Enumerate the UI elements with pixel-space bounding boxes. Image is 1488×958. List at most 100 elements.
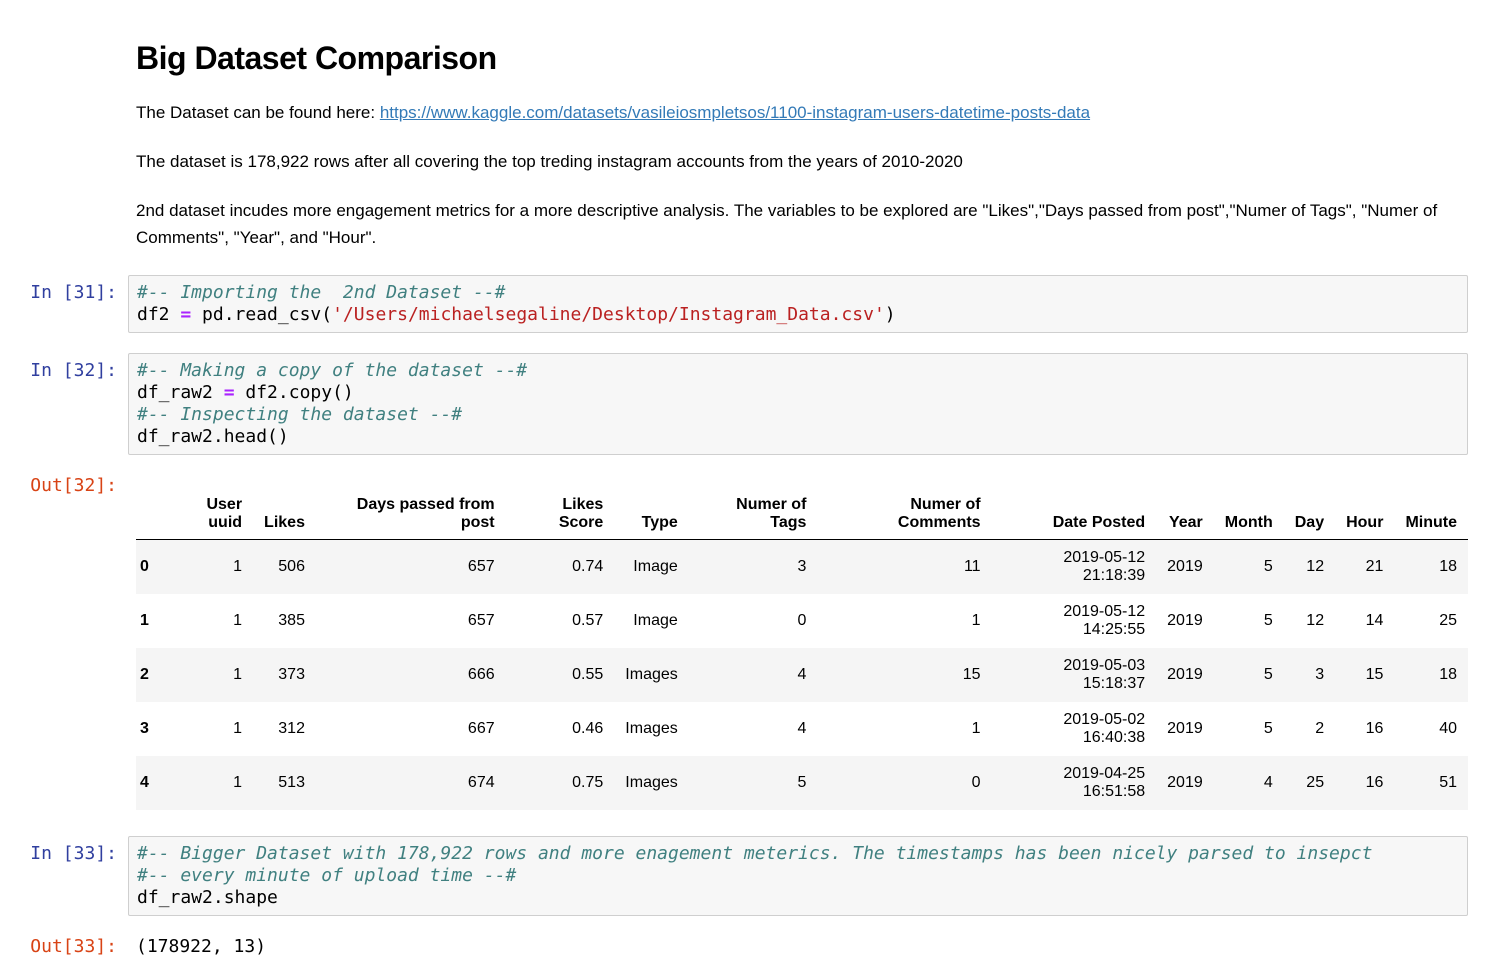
row-index-cell: 3 (140, 720, 149, 737)
table-column-header: Numer of Comments (817, 489, 992, 540)
code-token-plain: df2 (137, 304, 181, 325)
table-cell: 12 (1306, 612, 1325, 629)
table-cell: Image (633, 558, 678, 575)
in-prompt-33: In [33]: (30, 843, 117, 864)
table-cell: 21 (1365, 558, 1384, 575)
table-cell: 0 (971, 774, 981, 791)
in-prompt-31: In [31]: (30, 282, 117, 303)
code-line: df_raw2.head() (137, 426, 1459, 448)
table-cell: 2019-05-02 16:40:38 (1063, 711, 1146, 746)
code-cell-32: In [32]: #-- Making a copy of the datase… (0, 353, 1488, 455)
table-cell: 2019 (1167, 774, 1203, 791)
code-line: #-- Bigger Dataset with 178,922 rows and… (137, 843, 1459, 865)
table-cell: 667 (467, 720, 495, 737)
code-token-op: = (223, 382, 235, 403)
row-index-cell: 1 (140, 612, 149, 629)
table-cell: 2019 (1167, 666, 1203, 683)
table-cell: 4 (797, 666, 807, 683)
table-cell: 0.46 (572, 720, 604, 737)
code-token-comment: #-- Importing the 2nd Dataset --# (137, 282, 506, 303)
table-cell: 4 (1263, 774, 1273, 791)
table-cell: 2019-05-12 14:25:55 (1063, 603, 1146, 638)
out-prompt-32: Out[32]: (30, 475, 117, 496)
table-cell: Images (625, 774, 678, 791)
table-cell: 674 (467, 774, 495, 791)
code-input-31[interactable]: #-- Importing the 2nd Dataset --# df2 = p… (128, 275, 1468, 333)
table-cell: 25 (1439, 612, 1457, 629)
table-cell: 11 (963, 558, 981, 575)
code-token-comment: #-- every minute of upload time --# (137, 865, 517, 886)
table-cell: 3 (1315, 666, 1325, 683)
code-token-plain: df_raw2 (137, 382, 224, 403)
table-cell: 2019 (1167, 612, 1203, 629)
in-prompt-32: In [32]: (30, 360, 117, 381)
code-cell-33: In [33]: #-- Bigger Dataset with 178,922… (0, 836, 1488, 916)
table-cell: 1 (971, 720, 981, 737)
markdown-cell[interactable]: Big Dataset Comparison The Dataset can b… (0, 40, 1488, 251)
table-row: 3 1 312 667 0.46 Images 4 1 2019-05-02 16:40:38 2… (136, 702, 1468, 756)
code-line: #-- Making a copy of the dataset --# (137, 360, 1459, 382)
table-cell: 15 (1365, 666, 1384, 683)
code-line: #-- every minute of upload time --# (137, 865, 1459, 887)
code-token-plain: df2.copy() (234, 382, 354, 403)
table-row: 0 1 506 657 0.74 Image 3 11 2019-05-12 21:18:39 2… (136, 539, 1468, 594)
kaggle-dataset-link[interactable]: https://www.kaggle.com/datasets/vasileio… (379, 103, 1091, 122)
table-cell: 5 (1263, 558, 1273, 575)
row-index-cell: 2 (140, 666, 149, 683)
code-token-op: = (180, 304, 192, 325)
table-cell: 16 (1365, 774, 1384, 791)
table-cell: 5 (797, 774, 807, 791)
table-cell: 5 (1263, 612, 1273, 629)
table-cell: 1 (971, 612, 981, 629)
table-column-header: Month (1213, 489, 1284, 540)
out-prompt-33: Out[33]: (30, 936, 117, 957)
table-cell: 2 (1315, 720, 1325, 737)
code-token-plain: pd.read_csv( (191, 304, 333, 325)
table-column-header: Year (1156, 489, 1214, 540)
table-cell: 15 (962, 666, 981, 683)
table-column-header: Type (614, 489, 689, 540)
table-cell: 666 (467, 666, 495, 683)
table-cell: 385 (278, 612, 305, 629)
code-token-comment: #-- Inspecting the dataset --# (137, 404, 463, 425)
table-cell: Images (625, 666, 678, 683)
table-cell: 1 (233, 666, 243, 683)
table-cell: 25 (1306, 774, 1325, 791)
code-token-plain: df_raw2.shape (137, 887, 278, 908)
code-token-string: '/Users/michaelsegaline/Desktop/Instagra… (332, 304, 885, 325)
dataset-variables-description: 2nd dataset incudes more engagement metr… (136, 201, 1438, 247)
table-column-header: User uuid (159, 489, 254, 540)
table-cell: 2019-05-03 15:18:37 (1063, 657, 1146, 692)
code-line: df_raw2 = df2.copy() (137, 382, 1459, 404)
table-cell: 1 (233, 720, 243, 737)
table-cell: Images (625, 720, 678, 737)
table-cell: Image (633, 612, 678, 629)
table-cell: 18 (1439, 666, 1457, 683)
row-index-cell: 4 (140, 774, 149, 791)
table-cell: 12 (1306, 558, 1325, 575)
table-column-header: Date Posted (991, 489, 1157, 540)
code-line: #-- Importing the 2nd Dataset --# (137, 282, 1459, 304)
table-cell: 2019-04-25 16:51:58 (1063, 765, 1146, 800)
table-column-header: Numer of Tags (688, 489, 818, 540)
markdown-content: Big Dataset Comparison The Dataset can b… (128, 40, 1468, 251)
table-cell: 657 (467, 558, 495, 575)
table-column-header: Hour (1335, 489, 1395, 540)
table-cell: 1 (233, 774, 243, 791)
table-cell: 1 (233, 612, 243, 629)
table-cell: 4 (797, 720, 807, 737)
code-line: df_raw2.shape (137, 887, 1459, 909)
link-intro-text: The Dataset can be found here: (136, 103, 380, 122)
table-cell: 0.74 (572, 558, 604, 575)
code-input-33[interactable]: #-- Bigger Dataset with 178,922 rows and… (128, 836, 1468, 916)
table-column-header: Day (1283, 489, 1336, 540)
table-cell: 40 (1439, 720, 1457, 737)
table-column-header: Likes (253, 489, 316, 540)
code-cell-31: In [31]: #-- Importing the 2nd Dataset -… (0, 275, 1488, 333)
code-input-32[interactable]: #-- Making a copy of the dataset --# df_r… (128, 353, 1468, 455)
table-cell: 51 (1439, 774, 1457, 791)
table-cell: 16 (1365, 720, 1384, 737)
table-cell: 5 (1263, 666, 1273, 683)
table-cell: 2019 (1167, 720, 1203, 737)
table-cell: 2019 (1167, 558, 1203, 575)
